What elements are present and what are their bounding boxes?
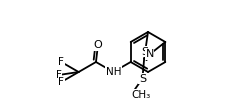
- Text: F: F: [58, 57, 64, 67]
- Text: S: S: [139, 74, 146, 84]
- Text: CH₃: CH₃: [131, 90, 150, 100]
- Text: NH: NH: [106, 67, 121, 77]
- Text: S: S: [142, 47, 149, 57]
- Text: F: F: [56, 70, 61, 80]
- Text: O: O: [93, 40, 102, 50]
- Text: F: F: [58, 77, 64, 87]
- Text: N: N: [145, 49, 154, 59]
